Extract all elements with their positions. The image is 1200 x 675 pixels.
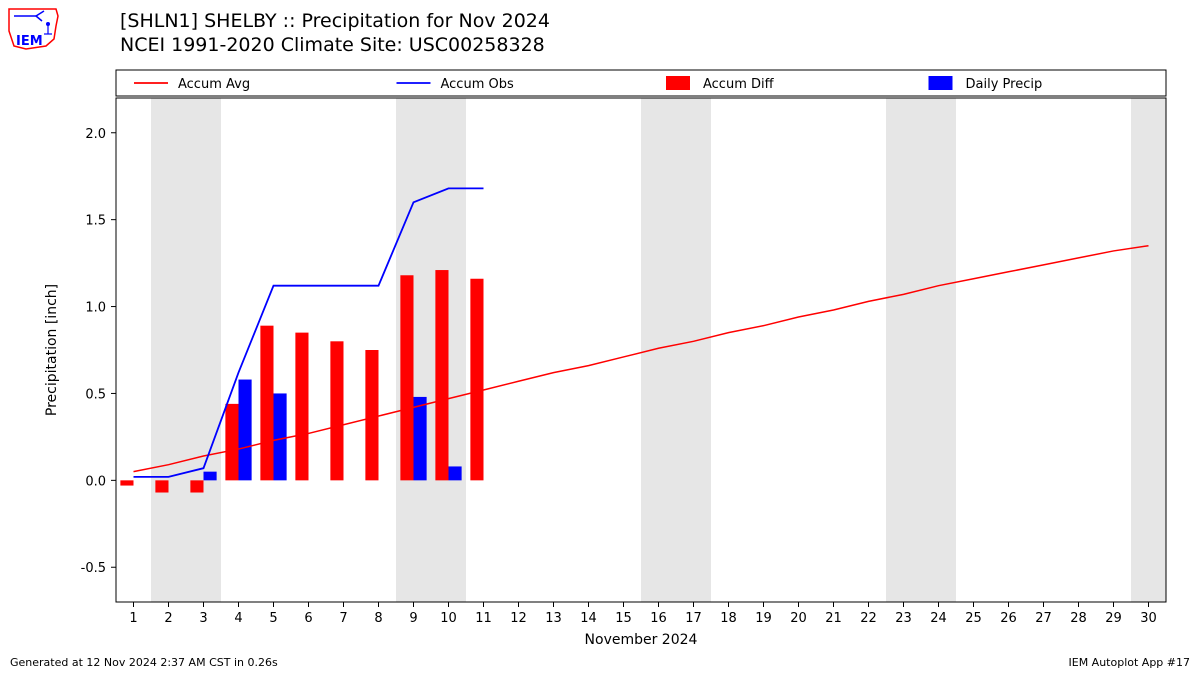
svg-text:11: 11	[475, 611, 492, 626]
svg-text:27: 27	[1035, 611, 1052, 626]
precipitation-chart: Accum Avg Accum Obs Accum Diff Daily Precip…	[0, 0, 1200, 660]
svg-text:0.0: 0.0	[85, 474, 106, 489]
svg-text:5: 5	[269, 611, 277, 626]
svg-text:15: 15	[615, 611, 632, 626]
svg-text:2: 2	[164, 611, 172, 626]
footer-app-id: IEM Autoplot App #17	[1069, 656, 1191, 669]
svg-text:6: 6	[304, 611, 312, 626]
svg-text:21: 21	[825, 611, 842, 626]
svg-text:1: 1	[129, 611, 137, 626]
svg-text:7: 7	[339, 611, 347, 626]
svg-text:10: 10	[440, 611, 457, 626]
svg-text:28: 28	[1070, 611, 1087, 626]
svg-text:Accum Obs: Accum Obs	[441, 77, 514, 92]
svg-text:14: 14	[580, 611, 597, 626]
svg-text:1.0: 1.0	[85, 301, 106, 316]
svg-text:13: 13	[545, 611, 562, 626]
svg-text:9: 9	[409, 611, 417, 626]
svg-text:3: 3	[199, 611, 207, 626]
svg-text:-0.5: -0.5	[81, 561, 106, 576]
svg-text:Accum Diff: Accum Diff	[703, 77, 775, 92]
svg-text:4: 4	[234, 611, 242, 626]
svg-text:29: 29	[1105, 611, 1122, 626]
svg-text:24: 24	[930, 611, 947, 626]
svg-text:8: 8	[374, 611, 382, 626]
svg-text:19: 19	[755, 611, 772, 626]
svg-text:12: 12	[510, 611, 527, 626]
svg-text:0.5: 0.5	[85, 387, 106, 402]
svg-text:25: 25	[965, 611, 982, 626]
svg-text:22: 22	[860, 611, 877, 626]
svg-text:Accum Avg: Accum Avg	[178, 77, 250, 92]
svg-text:26: 26	[1000, 611, 1017, 626]
svg-text:Precipitation [inch]: Precipitation [inch]	[44, 284, 60, 416]
svg-text:November 2024: November 2024	[585, 632, 698, 648]
svg-text:30: 30	[1140, 611, 1157, 626]
svg-text:20: 20	[790, 611, 807, 626]
svg-text:17: 17	[685, 611, 702, 626]
svg-text:1.5: 1.5	[85, 214, 106, 229]
svg-text:16: 16	[650, 611, 667, 626]
svg-text:23: 23	[895, 611, 912, 626]
svg-text:Daily Precip: Daily Precip	[966, 77, 1043, 92]
svg-text:18: 18	[720, 611, 737, 626]
svg-text:2.0: 2.0	[85, 127, 106, 142]
footer-generated-at: Generated at 12 Nov 2024 2:37 AM CST in …	[10, 656, 278, 669]
